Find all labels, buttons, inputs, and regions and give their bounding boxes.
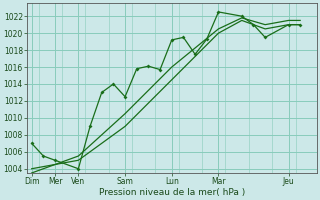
X-axis label: Pression niveau de la mer( hPa ): Pression niveau de la mer( hPa ) [99, 188, 245, 197]
